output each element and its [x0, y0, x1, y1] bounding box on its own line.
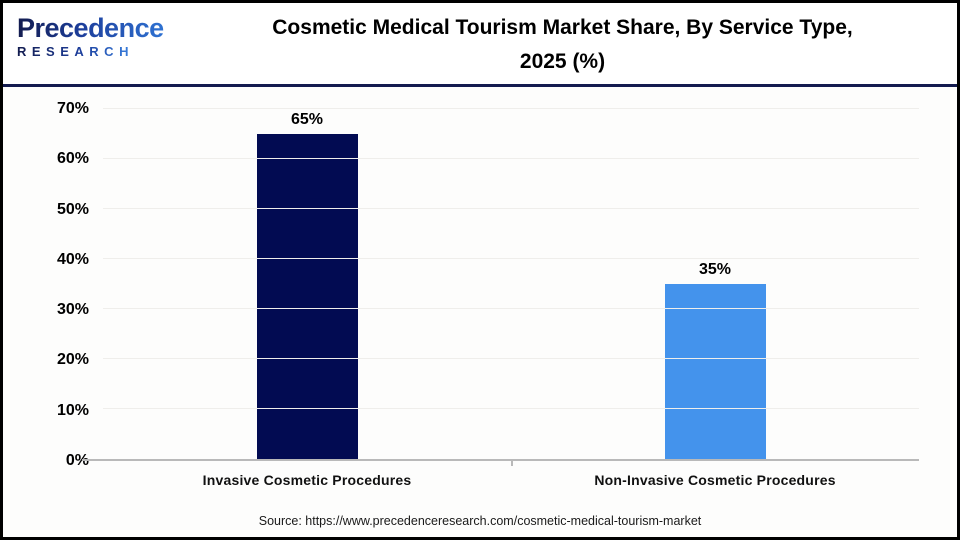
y-tick-label: 40%: [56, 250, 89, 268]
y-tick-label: 0%: [65, 452, 89, 469]
gridline: [103, 158, 919, 159]
logo-subtitle: RESEARCH: [17, 44, 134, 59]
bar-value-label: 35%: [698, 261, 732, 278]
bars-container: 65% 35%: [103, 109, 919, 459]
gridline: [103, 308, 919, 309]
gridline: [103, 208, 919, 209]
y-tick-label: 50%: [56, 200, 89, 218]
y-tick-label: 20%: [56, 351, 89, 369]
x-axis-labels: Invasive Cosmetic Procedures Non-Invasive…: [103, 472, 919, 488]
gridline: [103, 358, 919, 359]
y-tick-label: 30%: [56, 301, 89, 319]
source-attribution: Source: https://www.precedenceresearch.c…: [258, 514, 702, 528]
y-tick-label: 70%: [56, 100, 89, 117]
x-axis-left-extension: [82, 459, 103, 461]
plot-area: 65% 35%: [82, 108, 919, 466]
bar-value-label: 65%: [290, 111, 324, 129]
bar: [664, 284, 766, 459]
gridline: [103, 108, 919, 109]
x-axis-mid-tick: [511, 461, 513, 466]
bar: [256, 134, 358, 459]
bar-group: 65%: [103, 109, 511, 459]
y-axis: 0% 10% 20% 30% 40% 50% 60% 70%: [3, 100, 91, 469]
x-category-label: Non-Invasive Cosmetic Procedures: [594, 472, 836, 488]
header-divider: [3, 84, 957, 87]
x-category-label: Invasive Cosmetic Procedures: [202, 472, 412, 488]
precedence-research-logo: Precedence RESEARCH: [17, 15, 177, 60]
chart-title-line1: Cosmetic Medical Tourism Market Share, B…: [272, 16, 853, 39]
bar-group: 35%: [511, 109, 919, 459]
y-tick-label: 60%: [56, 150, 89, 168]
chart-title: Cosmetic Medical Tourism Market Share, B…: [178, 11, 947, 78]
logo-wordmark: Precedence: [17, 13, 164, 43]
header: Precedence RESEARCH Cosmetic Medical Tou…: [3, 3, 957, 84]
y-tick-label: 10%: [56, 401, 89, 419]
gridline: [103, 408, 919, 409]
chart-title-line2: 2025 (%): [519, 49, 606, 73]
gridline: [103, 258, 919, 259]
